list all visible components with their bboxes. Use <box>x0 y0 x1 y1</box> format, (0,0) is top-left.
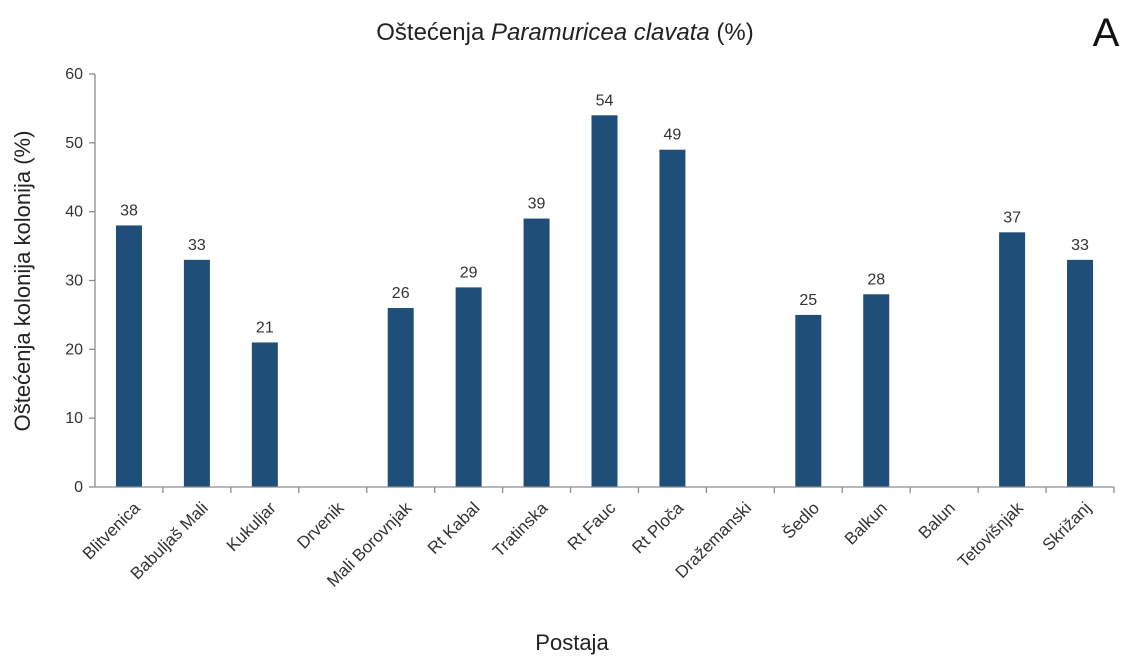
data-label: 33 <box>188 237 206 254</box>
data-label: 37 <box>1003 209 1021 226</box>
data-label: 54 <box>596 92 614 109</box>
data-label: 28 <box>867 271 885 288</box>
y-tick-label: 30 <box>65 273 83 290</box>
x-category-label: Rt Kabal <box>424 498 484 558</box>
x-category-label: Šedlo <box>779 498 823 542</box>
bar <box>115 225 142 487</box>
data-label: 21 <box>256 319 274 336</box>
x-category-label: Rt Ploča <box>628 498 687 557</box>
bar <box>795 314 822 487</box>
y-axis-ticks: 0 10 20 30 40 50 60 <box>65 66 95 496</box>
x-category-label: Tetovišnjak <box>954 498 1027 571</box>
y-tick-label: 40 <box>65 204 83 221</box>
data-label: 26 <box>392 285 410 302</box>
bar <box>1067 259 1094 487</box>
chart-title-species: Paramuricea clavata <box>491 19 710 46</box>
y-tick-label: 10 <box>65 410 83 427</box>
data-label: 29 <box>460 264 478 281</box>
data-label: 49 <box>664 127 682 144</box>
bar <box>251 342 278 487</box>
y-axis-title: Oštećenja kolonija kolonija (%) <box>10 131 35 432</box>
x-category-label: Balkun <box>841 498 891 548</box>
x-category-label: Blitvenica <box>79 498 144 563</box>
bar <box>523 218 550 488</box>
bar <box>863 294 890 487</box>
panel-label: A <box>1093 11 1120 55</box>
bar <box>591 115 618 488</box>
bar <box>183 259 210 487</box>
bar <box>387 308 414 487</box>
data-label: 38 <box>120 202 138 219</box>
x-category-label: Drvenik <box>293 498 348 553</box>
x-category-label: Rt Fauc <box>564 498 620 554</box>
data-label: 33 <box>1071 237 1089 254</box>
y-tick-label: 0 <box>74 479 83 496</box>
chart-title-main: Oštećenja <box>376 19 491 46</box>
x-category-label: Skrižanj <box>1039 498 1095 554</box>
data-label: 39 <box>528 196 546 213</box>
bar <box>455 287 482 487</box>
data-label: 25 <box>799 292 817 309</box>
bar <box>659 149 686 487</box>
data-labels: 38 33 21 26 29 39 54 49 25 28 37 33 <box>120 92 1089 336</box>
bar-series <box>115 115 1094 488</box>
x-category-label: Tratinska <box>489 498 552 561</box>
x-category-label: Kukuljar <box>223 498 280 555</box>
bar <box>999 232 1026 487</box>
y-tick-label: 20 <box>65 341 83 358</box>
chart-title-unit: (%) <box>710 19 754 46</box>
x-axis-title: Postaja <box>535 630 609 655</box>
x-category-label: Balun <box>915 498 959 542</box>
y-tick-label: 50 <box>65 135 83 152</box>
y-tick-label: 60 <box>65 66 83 83</box>
chart-title: Oštećenja Paramuricea clavata (%) <box>376 19 754 46</box>
